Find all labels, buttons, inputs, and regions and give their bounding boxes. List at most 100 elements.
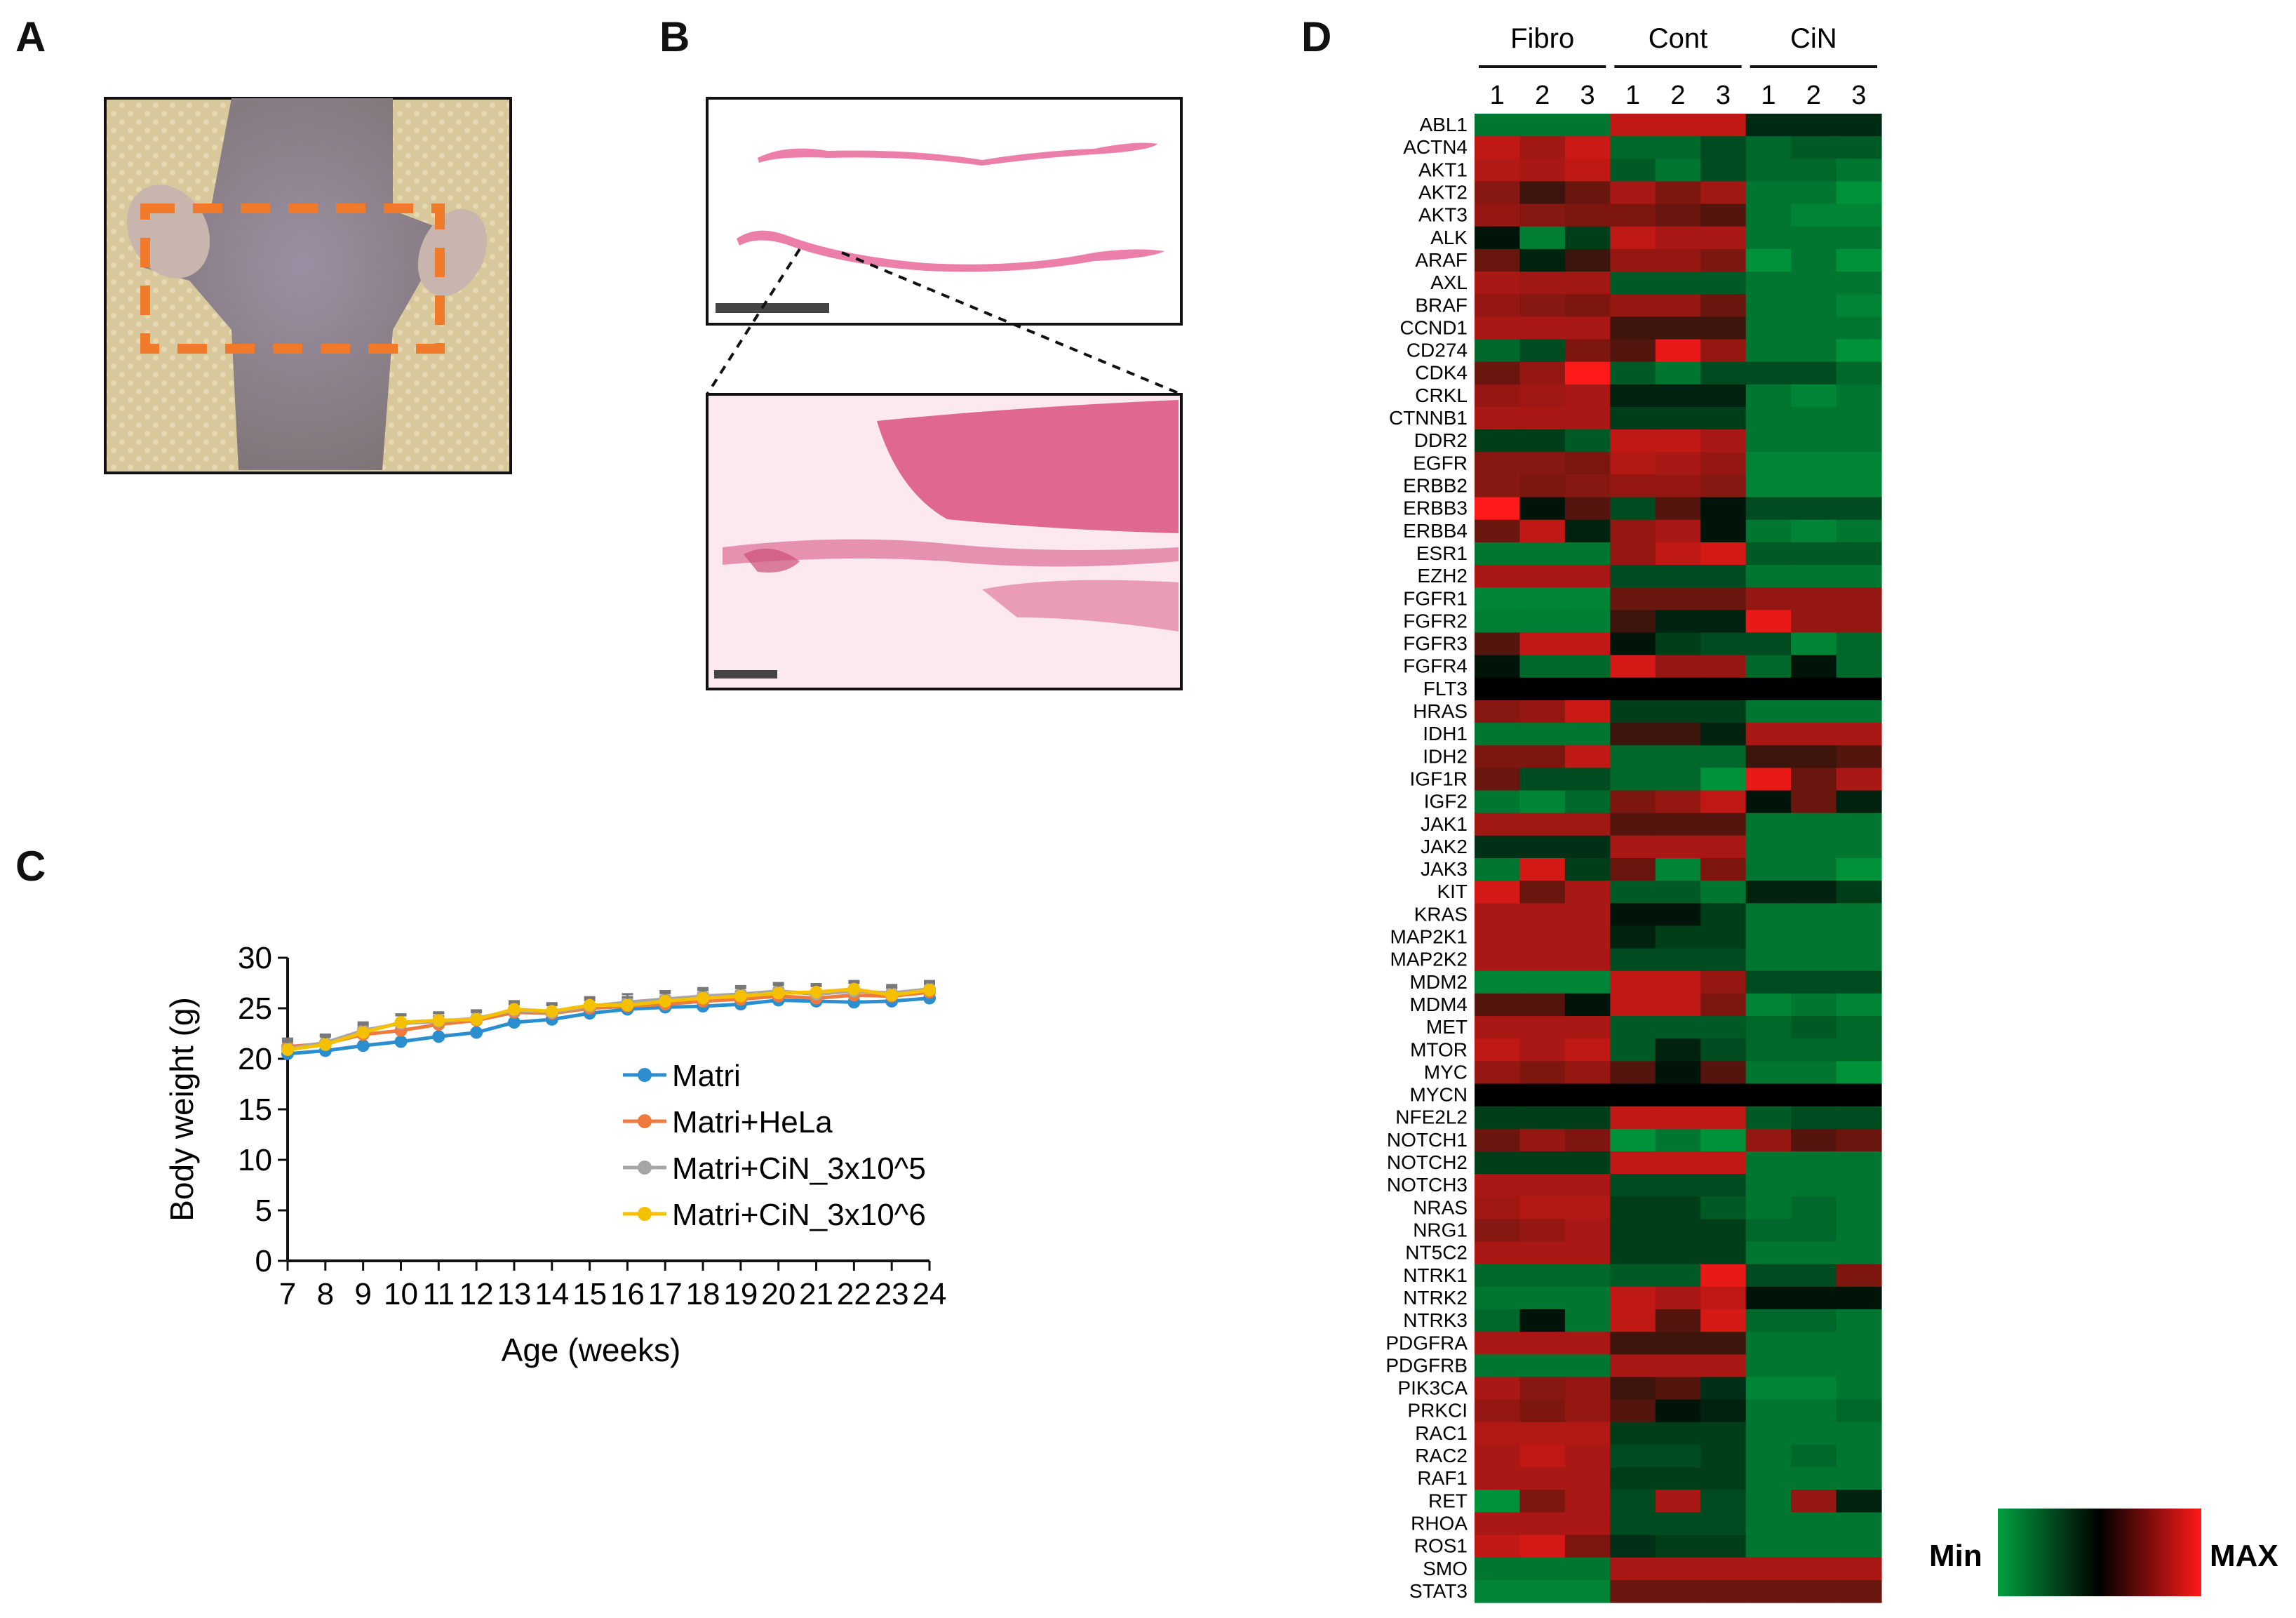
y-tick-label: 20 <box>238 1042 272 1076</box>
heatmap-cell <box>1836 203 1882 227</box>
heatmap-cell <box>1475 565 1521 588</box>
data-point <box>394 1016 408 1029</box>
heatmap-cell <box>1836 1422 1882 1445</box>
heatmap-cell <box>1791 881 1837 904</box>
x-tick-label: 8 <box>317 1277 334 1311</box>
heatmap-cell <box>1700 203 1747 227</box>
heatmap-cell <box>1655 339 1701 363</box>
heatmap-cell <box>1610 1219 1656 1243</box>
heatmap-cell <box>1655 1579 1701 1603</box>
y-tick-label: 25 <box>238 991 272 1026</box>
heatmap-cell <box>1610 768 1656 791</box>
heatmap-cell <box>1836 632 1882 656</box>
replicate-label: 1 <box>1625 81 1640 110</box>
heatmap-cell <box>1610 655 1656 678</box>
gene-label: CD274 <box>1407 340 1468 361</box>
gene-label: KRAS <box>1414 903 1468 925</box>
gene-label: CTNNB1 <box>1389 407 1468 429</box>
heatmap-cell <box>1791 361 1837 385</box>
heatmap-cell <box>1475 1444 1521 1468</box>
gene-label: IDH1 <box>1423 723 1468 744</box>
heatmap-cell <box>1475 970 1521 994</box>
heatmap-cell <box>1791 587 1837 610</box>
heatmap-cell <box>1564 136 1611 159</box>
heatmap-cell <box>1700 610 1747 634</box>
heatmap-cell <box>1745 1490 1792 1513</box>
gene-label: IDH2 <box>1423 745 1468 767</box>
heatmap-cell <box>1475 723 1521 746</box>
heatmap-cell <box>1791 339 1837 363</box>
gene-label: CCND1 <box>1400 316 1468 338</box>
heatmap-cell <box>1610 226 1656 250</box>
heatmap-cell <box>1519 858 1566 881</box>
heatmap-cell <box>1745 610 1792 634</box>
heatmap-cell <box>1610 1535 1656 1558</box>
heatmap-cell <box>1745 1444 1792 1468</box>
heatmap-cell <box>1564 1038 1611 1062</box>
heatmap-cell <box>1836 587 1882 610</box>
mouse-photo <box>104 97 512 474</box>
heatmap-cell <box>1791 248 1837 272</box>
heatmap-cell <box>1836 768 1882 791</box>
heatmap-cell <box>1745 1579 1792 1603</box>
heatmap-cell <box>1564 970 1611 994</box>
data-point <box>583 998 596 1012</box>
heatmap-cell <box>1519 384 1566 408</box>
heatmap-cell <box>1475 1535 1521 1558</box>
heatmap-cell <box>1610 948 1656 972</box>
heatmap-cell <box>1745 519 1792 543</box>
gene-label: BRAF <box>1415 294 1468 316</box>
heatmap-cell <box>1655 1083 1701 1107</box>
heatmap-cell <box>1745 1286 1792 1310</box>
heatmap-cell <box>1745 1399 1792 1423</box>
data-point <box>507 1016 521 1029</box>
heatmap-cell <box>1700 1219 1747 1243</box>
heatmap-cell <box>1519 1174 1566 1197</box>
heatmap-cell <box>1519 1332 1566 1355</box>
heatmap-cell <box>1791 1286 1837 1310</box>
heatmap-cell <box>1700 429 1747 453</box>
heatmap-cell <box>1475 248 1521 272</box>
data-point <box>356 1026 370 1039</box>
heatmap-cell <box>1655 1512 1701 1536</box>
heatmap-cell <box>1745 361 1792 385</box>
heatmap-cell <box>1700 1354 1747 1378</box>
heatmap-cell <box>1475 226 1521 250</box>
gene-label: AKT2 <box>1418 182 1468 203</box>
heatmap-cell <box>1519 632 1566 656</box>
data-point <box>885 989 899 1002</box>
legend-entry: Matri+CiN_3x10^5 <box>672 1151 926 1186</box>
heatmap-cell <box>1564 406 1611 430</box>
heatmap-cell <box>1700 294 1747 317</box>
heatmap-cell <box>1745 159 1792 182</box>
gene-label: ALK <box>1430 227 1468 248</box>
heatmap-cell <box>1655 858 1701 881</box>
gene-label: ACTN4 <box>1403 136 1468 158</box>
heatmap-cell <box>1564 542 1611 566</box>
heatmap-cell <box>1745 655 1792 678</box>
heatmap-cell <box>1791 1241 1837 1265</box>
heatmap-cell <box>1564 1535 1611 1558</box>
heatmap-cell <box>1836 1106 1882 1130</box>
gene-label: AKT3 <box>1418 204 1468 226</box>
heatmap-cell <box>1610 1444 1656 1468</box>
heatmap-cell <box>1791 136 1837 159</box>
heatmap-cell <box>1700 1016 1747 1039</box>
heatmap-cell <box>1791 970 1837 994</box>
heatmap-cell <box>1519 700 1566 723</box>
heatmap-cell <box>1836 1467 1882 1490</box>
heatmap-cell <box>1700 768 1747 791</box>
heatmap-cell <box>1519 1128 1566 1152</box>
heatmap-cell <box>1791 1038 1837 1062</box>
heatmap-cell <box>1655 1151 1701 1175</box>
gene-heatmap: ABL1ACTN4AKT1AKT2AKT3ALKARAFAXLBRAFCCND1… <box>1385 23 1882 1603</box>
heatmap-cell <box>1700 226 1747 250</box>
heatmap-cell <box>1475 1579 1521 1603</box>
gene-label: MYC <box>1424 1061 1468 1083</box>
heatmap-cell <box>1519 1399 1566 1423</box>
heatmap-cell <box>1564 1083 1611 1107</box>
replicate-label: 3 <box>1580 81 1595 110</box>
heatmap-cell <box>1610 835 1656 859</box>
heatmap-cell <box>1655 406 1701 430</box>
heatmap-cell <box>1791 723 1837 746</box>
